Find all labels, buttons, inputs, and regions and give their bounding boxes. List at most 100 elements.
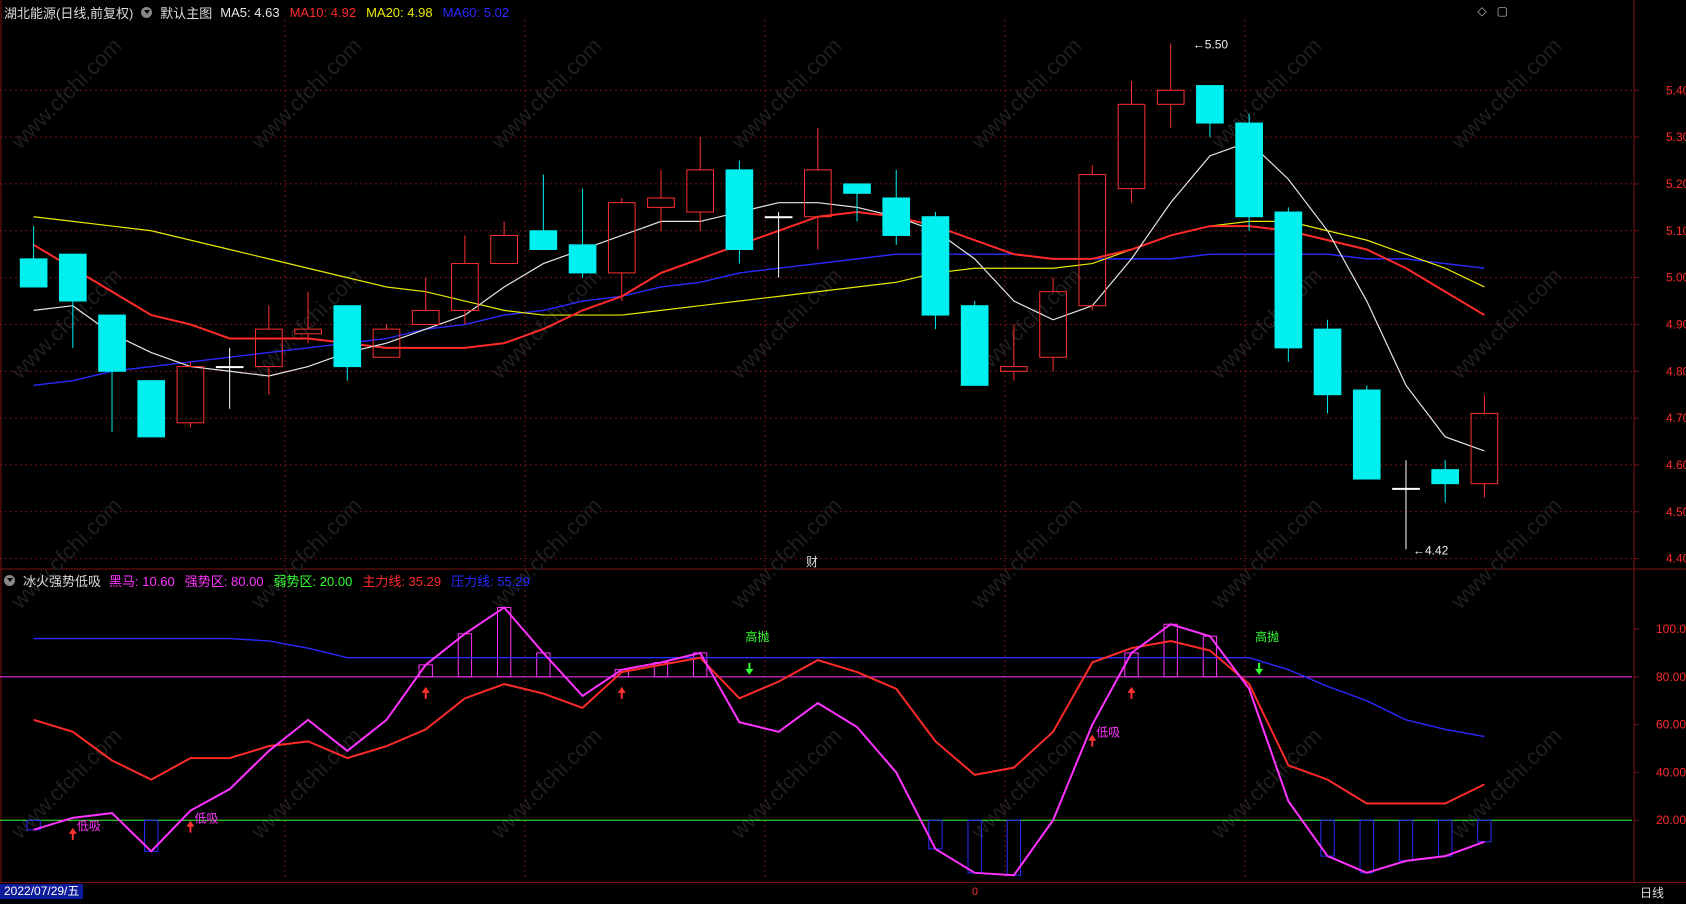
ma-legend-item: MA20: 4.98 bbox=[366, 5, 433, 20]
indicator-legend: 黑马: 10.60 强势区: 80.00 弱势区: 20.00 主力线: 35.29 压… bbox=[109, 571, 530, 590]
dropdown-icon[interactable] bbox=[141, 7, 153, 18]
indicator-header: 冰火强势低吸 黑马: 10.60 强势区: 80.00 弱势区: 20.00 主力线:… bbox=[4, 571, 530, 590]
up-arrow-icon bbox=[186, 820, 195, 833]
watermark-text: www.cfchi.com bbox=[1205, 263, 1326, 384]
candle-body bbox=[1117, 103, 1146, 190]
candle-body bbox=[372, 328, 401, 358]
watermark-text: www.cfchi.com bbox=[245, 493, 366, 614]
candle-body bbox=[960, 305, 989, 386]
watermark-text: www.cfchi.com bbox=[1205, 493, 1326, 614]
strong-bar bbox=[1124, 652, 1139, 678]
candle-body bbox=[921, 216, 950, 316]
watermark-text: www.cfchi.com bbox=[725, 723, 846, 844]
candle-body bbox=[1313, 328, 1342, 396]
candle-body bbox=[882, 197, 911, 236]
indicator-name[interactable]: 冰火强势低吸 bbox=[23, 574, 102, 589]
candle-body bbox=[647, 197, 675, 208]
price-tick-label: 5.20 bbox=[1666, 177, 1686, 191]
time-axis-bar bbox=[0, 882, 1686, 900]
watermark-text: www.cfchi.com bbox=[965, 33, 1086, 154]
watermark-text: www.cfchi.com bbox=[1205, 723, 1326, 844]
watermark-text: www.cfchi.com bbox=[485, 723, 606, 844]
candle-body bbox=[411, 309, 440, 325]
watermark-text: www.cfchi.com bbox=[485, 493, 606, 614]
watermark-text: www.cfchi.com bbox=[485, 33, 606, 154]
main-chart-header: 湖北能源(日线,前复权) 默认主图 MA5: 4.63 MA10: 4.92 MA2… bbox=[4, 3, 509, 22]
candle-body bbox=[1352, 389, 1381, 480]
window-icon[interactable]: ▢ bbox=[1496, 4, 1508, 18]
candle-body bbox=[686, 169, 715, 213]
indicator-dropdown-icon[interactable] bbox=[4, 575, 15, 586]
price-tick-label: 4.50 bbox=[1666, 505, 1686, 519]
stock-title[interactable]: 湖北能源(日线,前复权) bbox=[4, 6, 134, 21]
watermark-text: www.cfchi.com bbox=[965, 493, 1086, 614]
pressure-line bbox=[33, 637, 1485, 738]
up-arrow-icon bbox=[421, 686, 430, 699]
indicator-tick-label: 40.00 bbox=[1656, 765, 1686, 779]
watermark-text: www.cfchi.com bbox=[725, 493, 846, 614]
candle-body bbox=[1000, 366, 1028, 372]
price-tick-label: 4.80 bbox=[1666, 364, 1686, 378]
candle-body bbox=[1431, 469, 1460, 485]
up-arrow-icon bbox=[1088, 734, 1097, 747]
down-arrow-icon bbox=[1255, 662, 1264, 675]
candle-body bbox=[1039, 291, 1067, 358]
high-sell-label: 高抛 bbox=[1255, 629, 1279, 644]
candle-body bbox=[1078, 174, 1107, 307]
weak-bar bbox=[1359, 819, 1374, 874]
candle-body bbox=[1470, 412, 1499, 485]
watermark-text: www.cfchi.com bbox=[1445, 33, 1566, 154]
price-tick-label: 5.30 bbox=[1666, 130, 1686, 144]
candle-body bbox=[255, 328, 283, 368]
period-label[interactable]: 日线 bbox=[1640, 886, 1665, 900]
candle-body bbox=[764, 216, 793, 219]
candle-body bbox=[333, 305, 362, 368]
strong-bar bbox=[496, 607, 512, 678]
main-chart-label[interactable]: 默认主图 bbox=[160, 6, 213, 21]
watermark-text: www.cfchi.com bbox=[5, 33, 126, 154]
diamond-icon[interactable]: ◇ bbox=[1477, 4, 1487, 18]
indicator-legend-item: 弱势区: 20.00 bbox=[273, 574, 353, 589]
candle-body bbox=[1196, 85, 1224, 124]
ma-legend: MA5: 4.63 MA10: 4.92 MA20: 4.98 MA60: 5.02 bbox=[220, 5, 509, 20]
up-arrow-icon bbox=[68, 827, 77, 840]
candle-body bbox=[294, 328, 322, 335]
candle-body bbox=[1156, 89, 1185, 105]
ma-legend-item: MA60: 5.02 bbox=[442, 5, 510, 20]
ma60-line bbox=[33, 253, 1485, 387]
high-sell-label: 高抛 bbox=[745, 629, 769, 644]
candle-body bbox=[529, 230, 558, 251]
candle-body bbox=[19, 258, 48, 288]
weak-bar bbox=[928, 819, 943, 850]
price-tick-label: 5.10 bbox=[1666, 224, 1686, 238]
indicator-tick-label: 20.00 bbox=[1656, 813, 1686, 827]
up-arrow-icon bbox=[1127, 686, 1136, 699]
indicator-legend-item: 压力线: 55.29 bbox=[451, 574, 530, 589]
watermark-text: www.cfchi.com bbox=[5, 493, 126, 614]
candle-body bbox=[490, 234, 518, 265]
strong-bar bbox=[536, 652, 551, 678]
indicator-tick-label: 60.00 bbox=[1656, 718, 1686, 732]
low-buy-label: 低吸 bbox=[77, 819, 101, 833]
weak-bar bbox=[1398, 819, 1414, 862]
indicator-tick-label: 100.00 bbox=[1656, 622, 1686, 636]
heima-line bbox=[33, 606, 1485, 877]
footer-marker: 0 bbox=[972, 886, 978, 898]
indicator-legend-item: 黑马: 10.60 bbox=[109, 574, 175, 589]
price-tick-label: 4.90 bbox=[1666, 317, 1686, 331]
watermark-text: www.cfchi.com bbox=[245, 33, 366, 154]
indicator-tick-label: 80.00 bbox=[1656, 670, 1686, 684]
candle-body bbox=[803, 169, 832, 218]
high-price-label: ←5.50 bbox=[1193, 37, 1229, 51]
indicator-legend-item: 强势区: 80.00 bbox=[184, 574, 264, 589]
candle-body bbox=[843, 183, 871, 194]
cursor-date-label: 2022/07/29/五 bbox=[0, 884, 84, 899]
strong-bar bbox=[457, 633, 473, 678]
indicator-legend-item: 主力线: 35.29 bbox=[362, 574, 442, 589]
low-buy-label: 低吸 bbox=[194, 812, 218, 826]
watermark-text: www.cfchi.com bbox=[485, 263, 606, 384]
candle-body bbox=[725, 169, 754, 251]
watermark-text: www.cfchi.com bbox=[1445, 263, 1566, 384]
